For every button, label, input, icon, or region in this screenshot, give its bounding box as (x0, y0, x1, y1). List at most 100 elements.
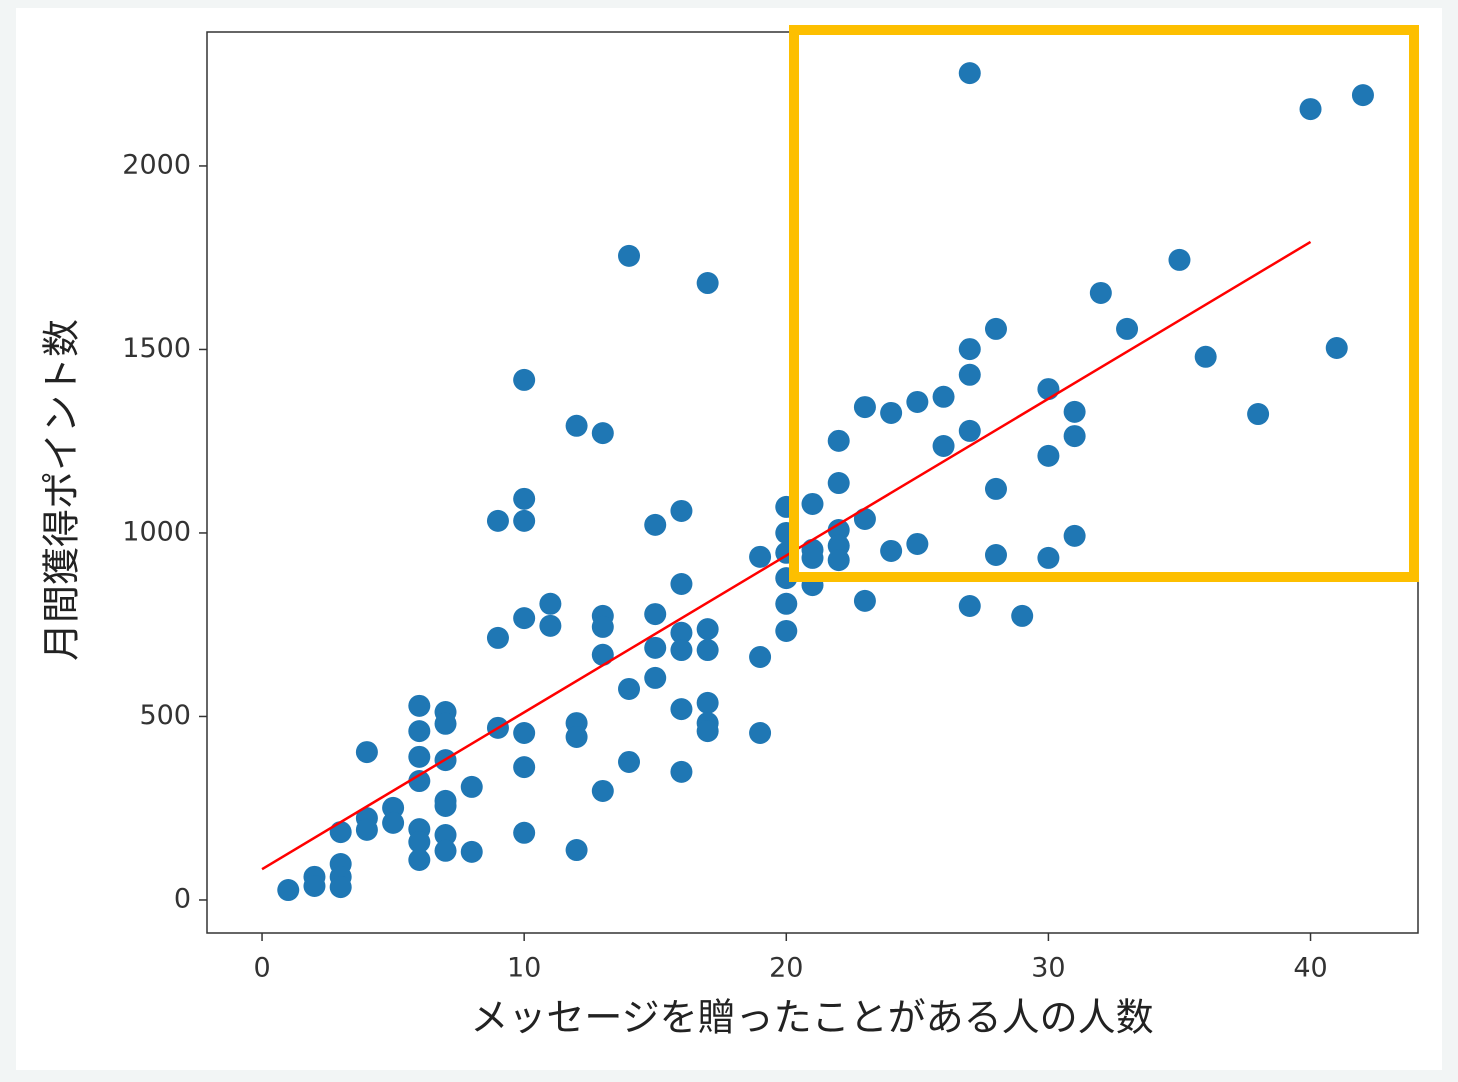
point (434, 795, 457, 818)
point (565, 726, 588, 749)
point (513, 721, 536, 744)
point (696, 618, 719, 641)
point (1168, 248, 1191, 271)
point (1247, 403, 1270, 426)
point (408, 830, 431, 853)
fit-line (261, 240, 1312, 871)
point (775, 592, 798, 615)
point (513, 509, 536, 532)
x-tick-label: 40 (1293, 953, 1327, 984)
point (1299, 98, 1322, 121)
y-tick-label: 0 (174, 883, 191, 914)
point (880, 539, 903, 562)
point (1037, 546, 1060, 569)
point (958, 594, 981, 617)
point (1089, 281, 1112, 304)
x-tick-label: 0 (253, 953, 270, 984)
point (382, 811, 405, 834)
point (329, 821, 352, 844)
point (801, 492, 824, 515)
point (644, 603, 667, 626)
y-tick-label: 1500 (122, 333, 191, 364)
point (1325, 336, 1348, 359)
point (958, 338, 981, 361)
point (565, 839, 588, 862)
point (591, 615, 614, 638)
point (801, 546, 824, 569)
point (827, 429, 850, 452)
point (1116, 317, 1139, 340)
canvas (16, 8, 1442, 1070)
point (434, 824, 457, 847)
point (670, 760, 693, 783)
point (670, 698, 693, 721)
point (749, 646, 772, 669)
point (1063, 400, 1086, 423)
point (539, 614, 562, 637)
point (329, 876, 352, 899)
point (591, 643, 614, 666)
point (1011, 604, 1034, 627)
point (277, 879, 300, 902)
point (1037, 378, 1060, 401)
y-tick-label: 500 (139, 700, 191, 731)
point (775, 619, 798, 642)
point (408, 770, 431, 793)
point (827, 549, 850, 572)
point (591, 779, 614, 802)
x-tick-label: 20 (769, 953, 803, 984)
point (565, 414, 588, 437)
point (513, 487, 536, 510)
point (853, 589, 876, 612)
point (644, 666, 667, 689)
point (513, 756, 536, 779)
point (670, 621, 693, 644)
x-tick-label: 10 (507, 953, 541, 984)
point (696, 691, 719, 714)
point (408, 720, 431, 743)
point (460, 840, 483, 863)
y-axis-label: 月間獲得ポイント数 (40, 319, 84, 661)
point (1063, 425, 1086, 448)
point (827, 472, 850, 495)
point (932, 385, 955, 408)
point (486, 509, 509, 532)
point (644, 513, 667, 536)
point (1194, 345, 1217, 368)
point (618, 244, 641, 267)
point (355, 818, 378, 841)
point (670, 639, 693, 662)
point (696, 639, 719, 662)
point (984, 317, 1007, 340)
point (906, 390, 929, 413)
point (591, 422, 614, 445)
point (382, 796, 405, 819)
point (958, 419, 981, 442)
point (618, 750, 641, 773)
point (958, 62, 981, 85)
point (618, 677, 641, 700)
point (984, 543, 1007, 566)
point (644, 636, 667, 659)
point (539, 592, 562, 615)
point (355, 741, 378, 764)
point (1351, 84, 1374, 107)
point (513, 821, 536, 844)
point (827, 519, 850, 542)
point (486, 626, 509, 649)
point (984, 477, 1007, 500)
point (1037, 444, 1060, 467)
point (1063, 524, 1086, 547)
point (853, 396, 876, 419)
point (880, 401, 903, 424)
point (906, 532, 929, 555)
y-tick-label: 2000 (122, 149, 191, 180)
x-tick-label: 30 (1031, 953, 1065, 984)
point (749, 721, 772, 744)
point (749, 545, 772, 568)
point (434, 712, 457, 735)
point (408, 848, 431, 871)
x-axis-label: メッセージを贈ったことがある人の人数 (470, 996, 1153, 1040)
